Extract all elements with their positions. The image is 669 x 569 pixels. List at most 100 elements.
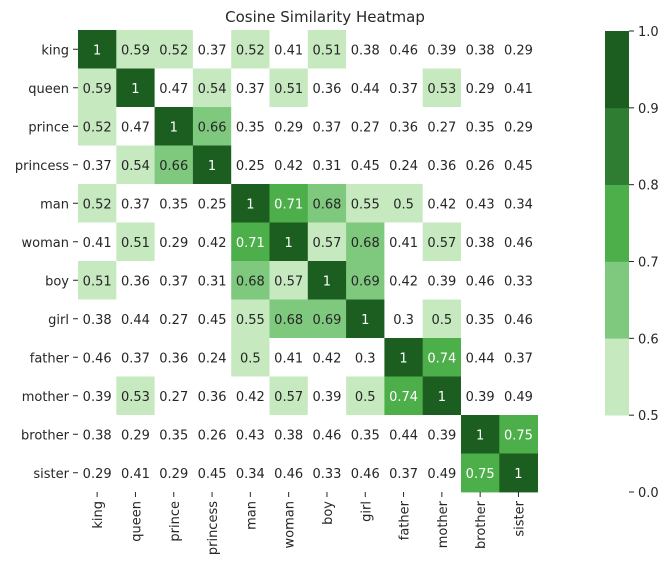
row-label: boy xyxy=(45,274,69,289)
cell-value-label: 0.49 xyxy=(504,390,533,405)
heatmap-cell xyxy=(154,145,194,185)
cell-value-label: 0.35 xyxy=(159,428,188,443)
heatmap-cell xyxy=(269,376,309,416)
cell-value-label: 0.68 xyxy=(351,236,380,251)
colorbar-tick-label: 0.6 xyxy=(638,332,659,347)
cell-value-label: 0.57 xyxy=(274,274,303,289)
heatmap-cell xyxy=(461,184,500,223)
row-label: woman xyxy=(22,236,69,251)
column-label: woman xyxy=(283,501,298,548)
column-label: princess xyxy=(206,501,221,555)
heatmap-cell xyxy=(499,184,538,223)
heatmap-cell xyxy=(461,68,500,108)
cell-value-label: 0.71 xyxy=(274,197,303,212)
heatmap-cell xyxy=(422,107,462,146)
cell-value-label: 1 xyxy=(208,159,216,174)
colorbar-tick-label: 0.0 xyxy=(638,486,659,501)
heatmap-cell xyxy=(116,338,155,377)
heatmap-cell xyxy=(231,145,270,185)
heatmap-cell xyxy=(78,415,117,454)
cell-value-label: 0.5 xyxy=(355,390,376,405)
heatmap-cell xyxy=(192,107,232,146)
cell-value-label: 0.26 xyxy=(466,159,495,174)
cell-value-label: 0.47 xyxy=(121,120,150,135)
heatmap-cell xyxy=(231,107,270,146)
cell-value-label: 0.37 xyxy=(159,274,188,289)
cell-value-label: 0.57 xyxy=(274,390,303,405)
heatmap-cell xyxy=(499,68,538,108)
cell-value-label: 0.27 xyxy=(351,120,380,135)
cell-value-label: 0.41 xyxy=(121,467,150,482)
cell-value-label: 0.38 xyxy=(466,236,495,251)
cell-value-label: 0.75 xyxy=(466,467,495,482)
heatmap-cell xyxy=(192,415,232,454)
heatmap-cell xyxy=(192,184,232,223)
cell-value-label: 0.35 xyxy=(466,313,495,328)
cell-value-label: 0.57 xyxy=(312,236,341,251)
cell-value-label: 0.69 xyxy=(312,313,341,328)
cell-value-label: 0.54 xyxy=(198,82,227,97)
heatmap-cell xyxy=(192,338,232,377)
heatmap-cell xyxy=(422,261,462,300)
cell-value-label: 0.24 xyxy=(198,351,227,366)
cell-value-label: 0.46 xyxy=(312,428,341,443)
heatmap-cell xyxy=(499,107,538,146)
heatmap-cell xyxy=(116,415,155,454)
heatmap-cell xyxy=(384,107,424,146)
heatmap-cell xyxy=(307,453,347,493)
heatmap-cell xyxy=(461,145,500,185)
cell-value-label: 0.51 xyxy=(121,236,150,251)
cell-value-label: 0.37 xyxy=(83,159,112,174)
cell-value-label: 1 xyxy=(323,274,331,289)
heatmap-cell xyxy=(116,107,155,146)
heatmap-cell xyxy=(231,261,270,300)
cell-value-label: 0.53 xyxy=(121,390,150,405)
heatmap-cell xyxy=(461,107,500,146)
heatmap-cell xyxy=(116,299,155,339)
column-label: sister xyxy=(512,500,527,536)
heatmap-cell xyxy=(499,338,538,377)
heatmap-cell xyxy=(461,30,500,69)
cell-value-label: 0.29 xyxy=(159,467,188,482)
cell-value-label: 0.5 xyxy=(240,351,261,366)
cell-value-label: 1 xyxy=(246,197,254,212)
heatmap-cell xyxy=(499,30,538,69)
heatmap-cell xyxy=(461,338,500,377)
heatmap-cell xyxy=(116,145,155,185)
cell-value-label: 0.44 xyxy=(121,313,150,328)
row-label: queen xyxy=(28,82,69,97)
heatmap-cell xyxy=(154,338,194,377)
heatmap-cell xyxy=(461,299,500,339)
cell-value-label: 1 xyxy=(170,120,178,135)
colorbar-segment xyxy=(605,261,629,339)
heatmap-cell xyxy=(461,222,500,262)
colorbar-segment xyxy=(605,184,629,262)
heatmap-cell xyxy=(384,299,424,339)
column-label: father xyxy=(398,500,413,540)
heatmap-cell xyxy=(384,338,424,377)
heatmap-cell xyxy=(422,376,462,416)
heatmap-cell xyxy=(307,261,347,300)
cell-value-label: 0.37 xyxy=(121,197,150,212)
colorbar-segment xyxy=(605,338,629,416)
cell-value-label: 0.36 xyxy=(198,390,227,405)
heatmap-cell xyxy=(78,338,117,377)
cell-value-label: 0.25 xyxy=(198,197,227,212)
cell-value-label: 0.54 xyxy=(121,159,150,174)
heatmap-cell xyxy=(192,68,232,108)
cell-value-label: 0.39 xyxy=(427,43,456,58)
colorbar: 0.0 0.5 0.6 0.7 0.8 0.9 1.0 xyxy=(605,25,659,501)
column-label: man xyxy=(244,501,259,530)
heatmap-cell xyxy=(346,184,385,223)
row-label: brother xyxy=(21,428,70,443)
cell-value-label: 0.49 xyxy=(427,467,456,482)
cell-value-label: 0.29 xyxy=(159,236,188,251)
heatmap-cell xyxy=(307,376,347,416)
cell-value-label: 0.26 xyxy=(198,428,227,443)
heatmap-cell xyxy=(269,415,309,454)
heatmap-cell xyxy=(154,299,194,339)
cell-value-label: 0.59 xyxy=(121,43,150,58)
row-labels: king queen prince princess man woman boy girl fa… xyxy=(15,43,78,482)
heatmap-cell xyxy=(116,261,155,300)
cell-value-label: 0.46 xyxy=(274,467,303,482)
